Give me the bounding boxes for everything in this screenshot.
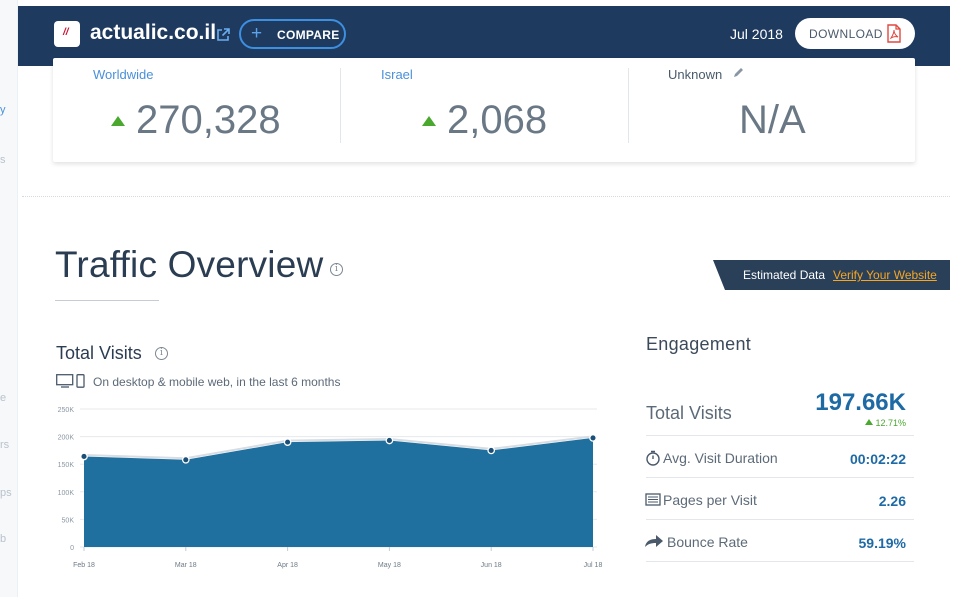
bounce-rate-label: Bounce Rate: [667, 534, 748, 550]
data-point: [487, 446, 496, 455]
sidebar-fragment[interactable]: rs: [0, 439, 10, 451]
pencil-icon[interactable]: [732, 66, 745, 79]
rank-title[interactable]: Israel: [381, 67, 413, 82]
plus-icon: +: [251, 23, 263, 44]
sidebar-fragment[interactable]: y: [0, 104, 6, 116]
info-icon[interactable]: i: [155, 347, 168, 360]
x-tick-label: May 18: [378, 562, 401, 569]
data-point: [80, 452, 88, 461]
engagement-divider: [646, 561, 914, 562]
date-selector[interactable]: Jul 2018: [730, 26, 783, 42]
y-tick-label: 100K: [58, 490, 75, 497]
rank-value: N/A: [739, 98, 806, 142]
rank-divider: [340, 68, 341, 143]
left-sidebar: y s e rs ps b: [0, 0, 18, 597]
data-point: [181, 455, 190, 464]
rank-value: 270,328: [136, 98, 281, 142]
estimated-data-label: Estimated Data: [743, 268, 826, 282]
data-point: [385, 436, 394, 445]
trend-up-icon: [111, 116, 125, 126]
section-divider: [22, 196, 950, 197]
sidebar-fragment[interactable]: e: [0, 392, 7, 404]
rank-value: 2,068: [447, 98, 548, 142]
bounce-arrow-icon: [645, 535, 663, 547]
x-tick-label: Jul 18: [584, 562, 603, 569]
rank-country: Israel 2,068: [341, 58, 629, 162]
total-visits-chart: 0 50K 100K 150K 200K 250K Feb 18 Mar 18 Apr 18 Ma…: [58, 407, 603, 569]
total-visits-change-value: 12.71%: [875, 418, 906, 428]
total-visits-title: Total Visits: [56, 343, 142, 363]
external-link-icon[interactable]: [216, 28, 230, 42]
avg-visit-duration-label: Avg. Visit Duration: [663, 450, 778, 466]
rank-card: Worldwide 270,328 Israel 2,068 Unknown N…: [53, 58, 915, 162]
y-tick-label: 150K: [58, 462, 75, 469]
trend-up-icon: [422, 116, 436, 126]
engagement-divider: [646, 477, 914, 478]
sidebar-fragment[interactable]: ps: [0, 487, 12, 499]
stopwatch-icon: [646, 450, 660, 466]
rank-category: Unknown N/A: [629, 58, 915, 162]
info-icon[interactable]: i: [330, 263, 343, 276]
trend-up-icon: [865, 419, 874, 425]
sidebar-fragment[interactable]: s: [0, 154, 6, 166]
estimated-data-banner: Estimated Data Verify Your Website: [713, 260, 950, 290]
data-point: [283, 438, 292, 446]
title-underline: [55, 300, 159, 301]
data-point: [589, 434, 597, 442]
compare-button[interactable]: + COMPARE: [239, 19, 346, 49]
pages-per-visit-value: 2.26: [878, 493, 906, 509]
engagement-total-visits-label: Total Visits: [646, 403, 732, 423]
pages-per-visit-label: Pages per Visit: [663, 492, 757, 508]
x-tick-label: Feb 18: [73, 562, 95, 569]
sidebar-fragment[interactable]: b: [0, 533, 7, 545]
y-tick-label: 50K: [62, 517, 75, 524]
rank-divider: [628, 68, 629, 143]
verify-website-link[interactable]: Verify Your Website: [833, 268, 937, 282]
favicon-glyph: //: [63, 27, 69, 38]
engagement-divider: [646, 435, 914, 436]
pdf-icon: [887, 24, 901, 43]
bounce-rate-value: 59.19%: [858, 535, 906, 551]
engagement-title: Engagement: [646, 334, 752, 354]
total-visits-change: 12.71%: [848, 418, 906, 428]
y-tick-label: 200K: [58, 435, 75, 442]
traffic-overview-title: Traffic Overview: [55, 244, 324, 285]
visits-line: [83, 435, 594, 460]
site-favicon: //: [54, 21, 80, 47]
compare-button-label: COMPARE: [277, 28, 340, 42]
avg-visit-duration-value: 00:02:22: [849, 451, 906, 467]
site-header: // actualic.co.il + COMPARE Jul 2018 DOW…: [18, 6, 950, 66]
visits-area: [84, 437, 593, 547]
x-tick-label: Jun 18: [481, 562, 502, 569]
rank-title[interactable]: Worldwide: [93, 67, 154, 82]
y-tick-label: 0: [70, 545, 74, 552]
total-visits-subtitle: On desktop & mobile web, in the last 6 m…: [93, 375, 341, 389]
rank-worldwide: Worldwide 270,328: [53, 58, 341, 162]
engagement-divider: [646, 519, 914, 520]
pages-icon: [645, 493, 661, 506]
site-name: actualic.co.il: [90, 21, 217, 44]
x-tick-label: Apr 18: [277, 562, 298, 569]
engagement-total-visits-value: 197.66K: [815, 389, 906, 416]
rank-title: Unknown: [668, 67, 723, 82]
x-tick-label: Mar 18: [175, 562, 197, 569]
download-button-label: DOWNLOAD: [809, 27, 883, 41]
download-button[interactable]: DOWNLOAD: [795, 18, 915, 49]
y-tick-label: 250K: [58, 407, 75, 414]
desktop-mobile-icon: [56, 374, 85, 388]
